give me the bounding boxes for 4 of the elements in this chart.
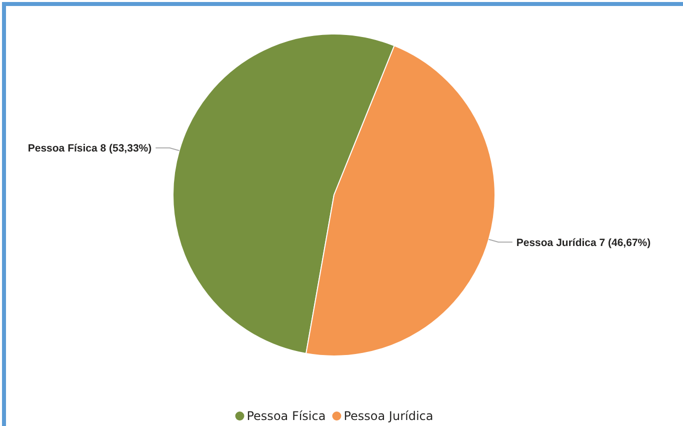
legend-label: Pessoa Física: [246, 409, 326, 424]
category-label: Pessoa Jurídica 7 (46,67%): [516, 236, 651, 249]
category-label: Pessoa Física 8 (53,33%): [28, 142, 152, 155]
legend-label: Pessoa Jurídica: [344, 409, 434, 424]
